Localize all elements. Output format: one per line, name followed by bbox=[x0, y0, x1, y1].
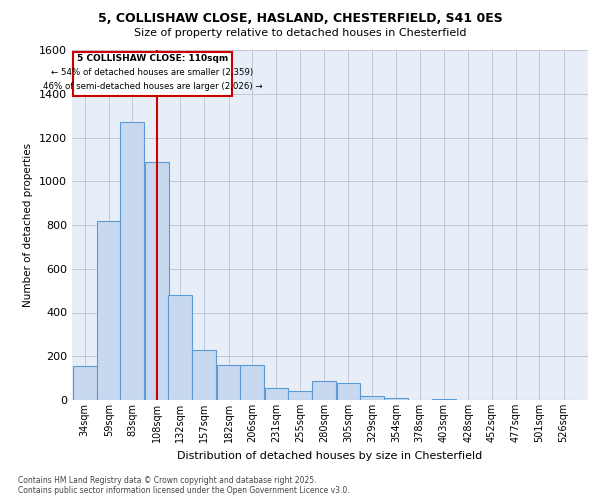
Bar bbox=[384, 398, 408, 400]
Text: 5 COLLISHAW CLOSE: 110sqm: 5 COLLISHAW CLOSE: 110sqm bbox=[77, 54, 228, 64]
Text: ← 54% of detached houses are smaller (2,359): ← 54% of detached houses are smaller (2,… bbox=[51, 68, 253, 77]
Bar bbox=[312, 382, 336, 400]
Bar bbox=[265, 388, 289, 400]
FancyBboxPatch shape bbox=[73, 52, 232, 96]
Bar bbox=[360, 396, 384, 400]
Text: 46% of semi-detached houses are larger (2,026) →: 46% of semi-detached houses are larger (… bbox=[43, 82, 262, 90]
Bar bbox=[168, 295, 192, 400]
Bar bbox=[73, 366, 97, 400]
Bar bbox=[97, 220, 121, 400]
Bar bbox=[288, 391, 312, 400]
Bar bbox=[145, 162, 169, 400]
Bar bbox=[240, 365, 264, 400]
Text: Contains HM Land Registry data © Crown copyright and database right 2025.
Contai: Contains HM Land Registry data © Crown c… bbox=[18, 476, 350, 495]
X-axis label: Distribution of detached houses by size in Chesterfield: Distribution of detached houses by size … bbox=[178, 450, 482, 460]
Bar bbox=[217, 365, 241, 400]
Text: 5, COLLISHAW CLOSE, HASLAND, CHESTERFIELD, S41 0ES: 5, COLLISHAW CLOSE, HASLAND, CHESTERFIEL… bbox=[98, 12, 502, 26]
Text: Size of property relative to detached houses in Chesterfield: Size of property relative to detached ho… bbox=[134, 28, 466, 38]
Bar bbox=[432, 399, 456, 400]
Bar bbox=[193, 350, 217, 400]
Y-axis label: Number of detached properties: Number of detached properties bbox=[23, 143, 34, 307]
Bar bbox=[121, 122, 144, 400]
Bar bbox=[337, 382, 361, 400]
